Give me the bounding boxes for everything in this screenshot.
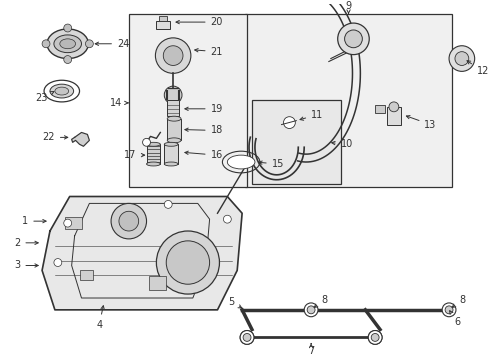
- Circle shape: [143, 138, 150, 146]
- Circle shape: [344, 30, 362, 48]
- Circle shape: [445, 306, 453, 314]
- Text: 20: 20: [176, 17, 223, 27]
- Circle shape: [166, 241, 210, 284]
- Bar: [375, 105, 385, 113]
- Bar: [147, 144, 160, 164]
- Text: 1: 1: [22, 216, 46, 226]
- Circle shape: [368, 330, 382, 344]
- Ellipse shape: [147, 162, 160, 166]
- Ellipse shape: [50, 84, 74, 98]
- Circle shape: [111, 203, 147, 239]
- Text: 7: 7: [308, 343, 314, 356]
- Bar: [252, 100, 341, 184]
- Text: 8: 8: [314, 295, 327, 307]
- Polygon shape: [72, 132, 89, 146]
- Polygon shape: [42, 197, 242, 310]
- Bar: [245, 14, 452, 186]
- Text: 17: 17: [124, 150, 145, 160]
- Circle shape: [164, 86, 182, 104]
- Text: 9: 9: [345, 1, 352, 14]
- Circle shape: [389, 102, 399, 112]
- Ellipse shape: [47, 29, 88, 59]
- Circle shape: [307, 306, 315, 314]
- Circle shape: [85, 40, 93, 48]
- Ellipse shape: [60, 39, 75, 49]
- Circle shape: [155, 38, 191, 73]
- Text: 3: 3: [14, 261, 38, 270]
- Ellipse shape: [55, 87, 69, 95]
- Circle shape: [243, 333, 251, 341]
- Circle shape: [338, 23, 369, 55]
- Circle shape: [156, 231, 220, 294]
- Ellipse shape: [167, 116, 181, 121]
- Circle shape: [42, 40, 50, 48]
- Circle shape: [368, 330, 382, 344]
- Circle shape: [455, 51, 469, 66]
- Text: 19: 19: [185, 104, 223, 114]
- Bar: [148, 276, 166, 290]
- Text: 22: 22: [43, 132, 68, 143]
- Bar: [156, 21, 170, 29]
- Bar: [167, 119, 181, 140]
- Text: 23: 23: [36, 91, 54, 103]
- Text: 14: 14: [110, 98, 128, 108]
- Circle shape: [119, 211, 139, 231]
- Circle shape: [449, 46, 475, 71]
- Circle shape: [240, 330, 254, 344]
- Text: 6: 6: [450, 311, 460, 327]
- Text: 4: 4: [96, 306, 104, 330]
- Circle shape: [240, 330, 254, 344]
- Text: 16: 16: [185, 150, 223, 160]
- Bar: [129, 14, 247, 186]
- Text: 10: 10: [332, 139, 353, 149]
- Bar: [159, 16, 167, 21]
- Bar: [167, 100, 179, 116]
- Ellipse shape: [147, 142, 160, 146]
- Circle shape: [304, 303, 318, 317]
- Circle shape: [164, 201, 172, 208]
- Bar: [65, 217, 82, 229]
- Text: 2: 2: [14, 238, 38, 248]
- Text: 24: 24: [95, 39, 129, 49]
- Circle shape: [163, 46, 183, 66]
- Circle shape: [284, 117, 295, 129]
- Ellipse shape: [164, 162, 178, 166]
- Ellipse shape: [164, 142, 178, 146]
- Circle shape: [64, 219, 72, 227]
- Text: 18: 18: [185, 126, 223, 135]
- Circle shape: [371, 333, 379, 341]
- Text: 12: 12: [467, 61, 489, 76]
- Bar: [79, 270, 93, 280]
- Ellipse shape: [167, 138, 181, 143]
- Text: 8: 8: [452, 295, 465, 307]
- Text: 11: 11: [300, 110, 323, 120]
- Text: 15: 15: [259, 159, 284, 169]
- Text: 21: 21: [195, 47, 223, 57]
- Ellipse shape: [227, 155, 255, 169]
- Bar: [387, 107, 401, 125]
- Circle shape: [223, 215, 231, 223]
- Circle shape: [54, 258, 62, 266]
- Circle shape: [442, 303, 456, 317]
- Ellipse shape: [54, 35, 81, 53]
- Circle shape: [64, 55, 72, 63]
- Circle shape: [64, 24, 72, 32]
- Bar: [164, 144, 178, 164]
- Text: 13: 13: [406, 116, 437, 130]
- Text: 5: 5: [228, 297, 242, 308]
